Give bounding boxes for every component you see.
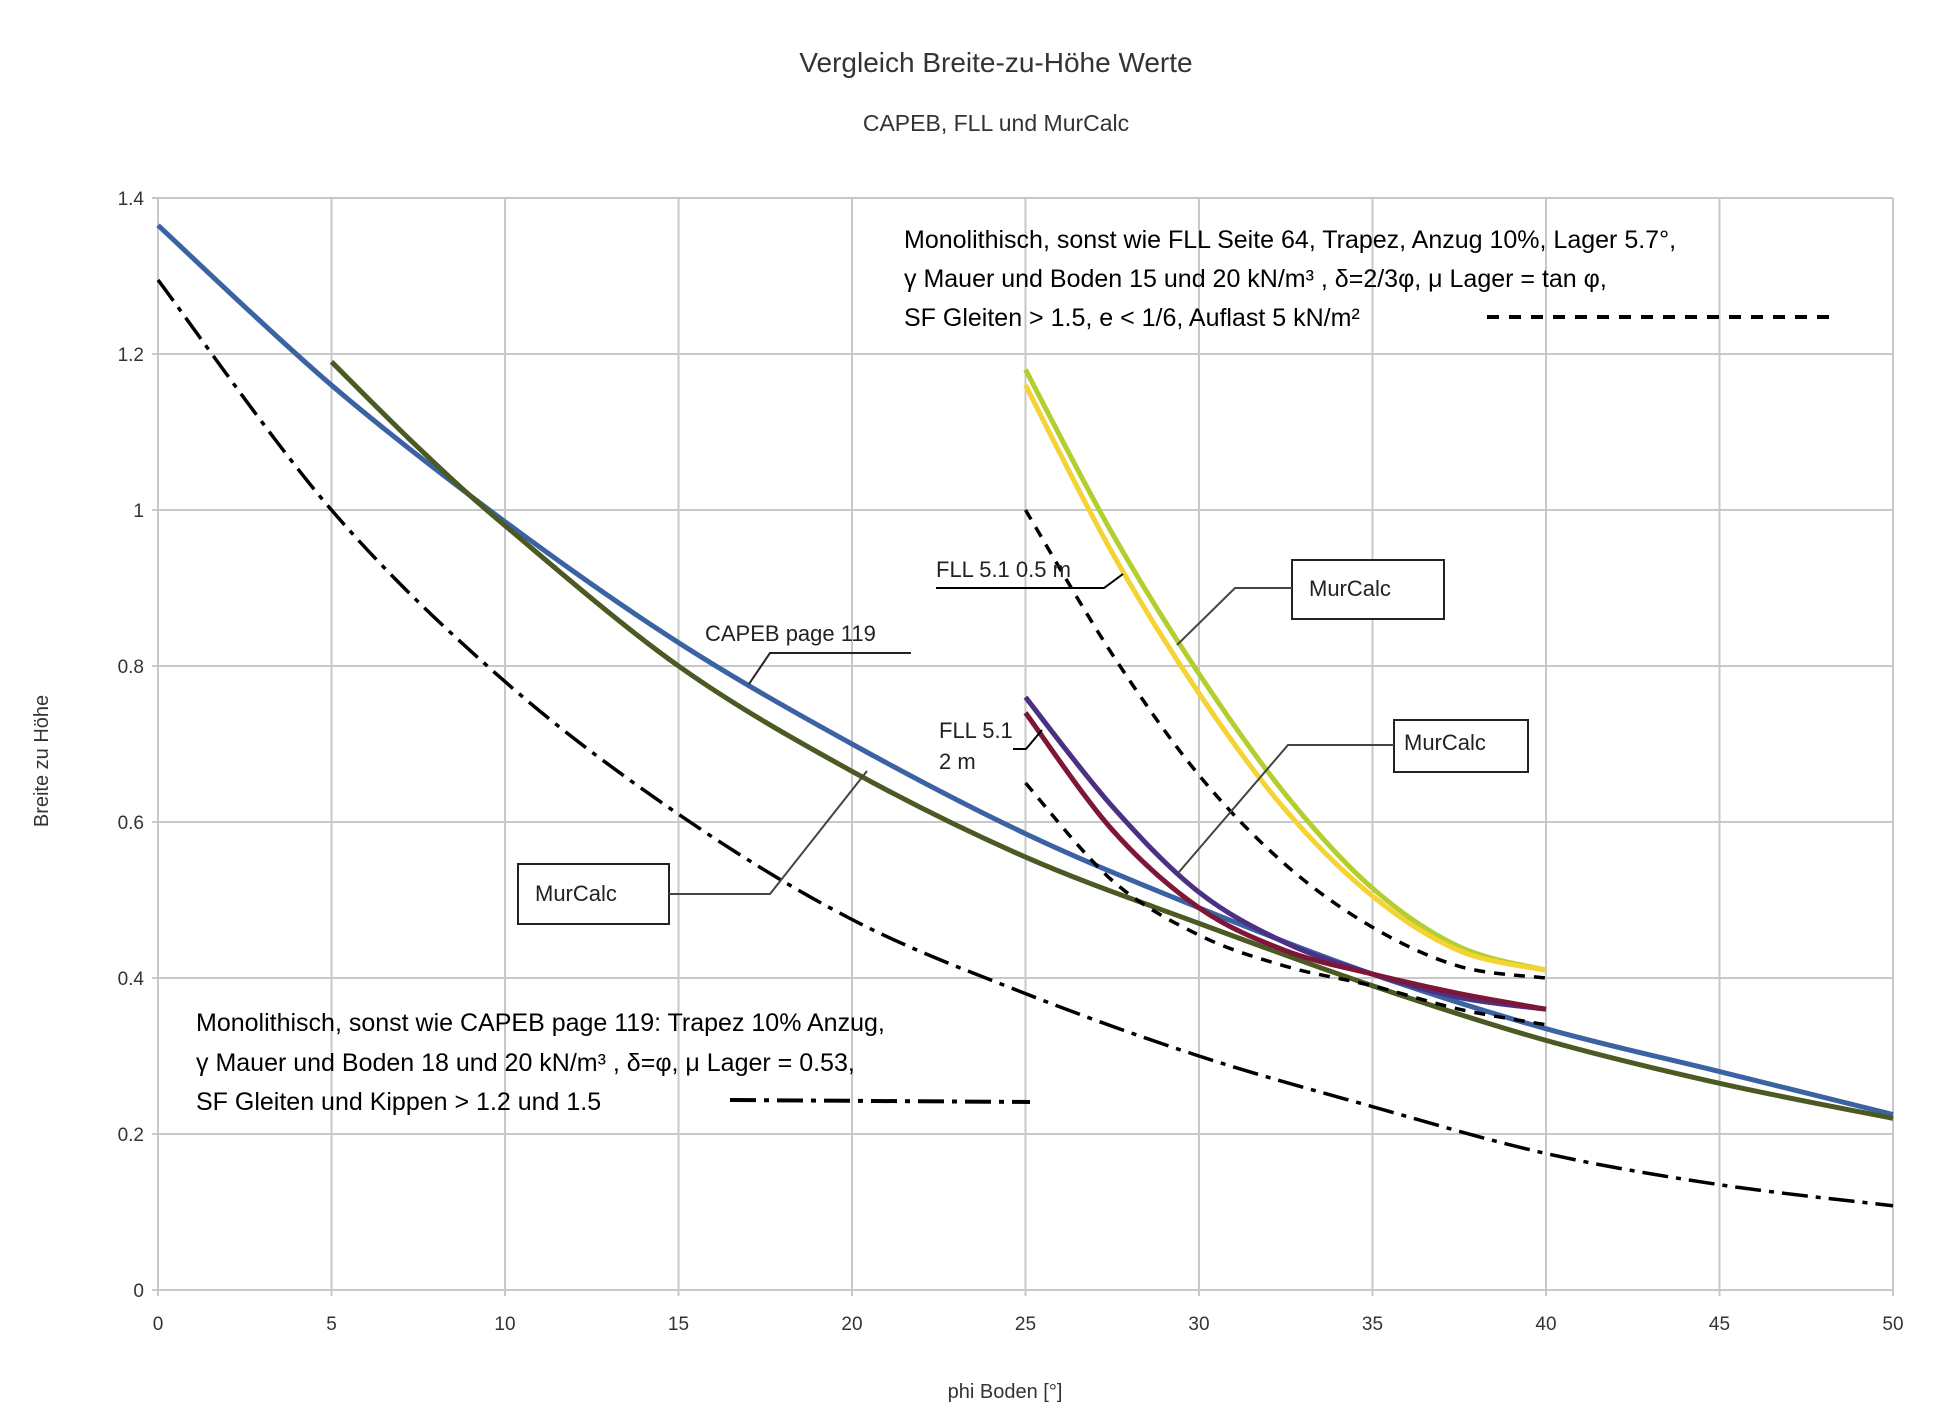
- y-tick-label: 0.8: [118, 657, 144, 678]
- x-tick-label: 35: [1362, 1314, 1383, 1335]
- y-tick-label: 0.4: [118, 969, 145, 990]
- murcalc-box: [1291, 559, 1445, 620]
- capeb-note-line-2: γ Mauer und Boden 18 und 20 kN/m³ , δ=φ,…: [196, 1049, 855, 1077]
- y-tick-label: 0.2: [118, 1125, 144, 1146]
- x-tick-label: 15: [668, 1314, 689, 1335]
- y-tick-label: 1.4: [118, 189, 145, 210]
- x-tick-label: 10: [494, 1314, 515, 1335]
- x-tick-label: 5: [326, 1314, 337, 1335]
- x-tick-label: 25: [1015, 1314, 1036, 1335]
- fll05-label: FLL 5.1 0.5 m: [936, 557, 1124, 589]
- fll-note: Monolithisch, sonst wie FLL Seite 64, Tr…: [904, 226, 1835, 332]
- y-axis-label: Breite zu Höhe: [31, 695, 53, 827]
- murcalc-leader-line: [669, 770, 868, 895]
- grid: [152, 197, 1894, 1296]
- capeb-label: CAPEB page 119: [705, 621, 911, 685]
- tick-labels: 0 5 10 15 20 25 30 35 40 45 50 0 0.2 0.4 0.6 0.8 1 1.2 1.4: [118, 189, 1904, 1335]
- series-murcalc-purple: [1023, 695, 1547, 1012]
- series-murcalc-maroon: [1023, 711, 1547, 1012]
- series-fll-2m: [1024, 781, 1547, 1027]
- y-tick-label: 0: [133, 1281, 144, 1302]
- chart-title: Vergleich Breite-zu-Höhe Werte: [799, 47, 1192, 78]
- series-capeb: [156, 223, 1894, 1117]
- fll-note-line-3: SF Gleiten > 1.5, e < 1/6, Auflast 5 kN/…: [904, 304, 1360, 332]
- y-tick-label: 1.2: [118, 345, 144, 366]
- murcalc-label-olive: MurCalc: [517, 770, 868, 925]
- series-group: [156, 223, 1894, 1208]
- fll-note-line-2: γ Mauer und Boden 15 und 20 kN/m³ , δ=2/…: [904, 265, 1607, 293]
- capeb-note-line-3: SF Gleiten und Kippen > 1.2 und 1.5: [196, 1088, 601, 1116]
- fll-note-line-1: Monolithisch, sonst wie FLL Seite 64, Tr…: [904, 226, 1676, 254]
- capeb-note: Monolithisch, sonst wie CAPEB page 119: …: [196, 1009, 1031, 1116]
- fll2-leader-line: [1013, 729, 1043, 750]
- murcalc-label-text: MurCalc: [1404, 730, 1486, 755]
- murcalc-label-purple: MurCalc: [1178, 719, 1529, 873]
- y-tick-label: 1: [133, 501, 144, 522]
- capeb-label-text: CAPEB page 119: [705, 621, 876, 646]
- murcalc-label-green: MurCalc: [1176, 559, 1445, 646]
- murcalc-leader-line: [1178, 744, 1394, 873]
- murcalc-label-text: MurCalc: [1309, 576, 1391, 601]
- capeb-leader-line: [748, 652, 911, 685]
- fll2-label: FLL 5.1 2 m: [939, 718, 1043, 774]
- x-tick-label: 20: [841, 1314, 862, 1335]
- fll2-label-text-2: 2 m: [939, 749, 976, 774]
- murcalc-label-text: MurCalc: [535, 881, 617, 906]
- fll2-label-text-1: FLL 5.1: [939, 718, 1013, 743]
- x-tick-label: 0: [153, 1314, 164, 1335]
- series-murcalc-green: [1023, 368, 1547, 973]
- murcalc-box: [1393, 719, 1529, 773]
- chart-subtitle: CAPEB, FLL und MurCalc: [863, 110, 1129, 136]
- x-tick-label: 30: [1188, 1314, 1209, 1335]
- fll05-label-text: FLL 5.1 0.5 m: [936, 557, 1071, 582]
- y-tick-label: 0.6: [118, 813, 144, 834]
- x-tick-label: 45: [1709, 1314, 1730, 1335]
- fll05-leader-line: [936, 573, 1124, 589]
- x-tick-label: 40: [1535, 1314, 1556, 1335]
- capeb-note-line-1: Monolithisch, sonst wie CAPEB page 119: …: [196, 1009, 885, 1037]
- murcalc-leader-line: [1176, 587, 1292, 646]
- x-tick-label: 50: [1882, 1314, 1903, 1335]
- series-murcalc-olive: [329, 360, 1894, 1121]
- capeb-note-legend-line: [729, 1098, 1031, 1104]
- series-capeb-monolith: [156, 278, 1894, 1208]
- x-axis-label: phi Boden [°]: [948, 1381, 1063, 1403]
- series-murcalc-yellow: [1023, 384, 1547, 973]
- series-fll-05m: [1024, 509, 1547, 980]
- murcalc-box: [517, 863, 670, 925]
